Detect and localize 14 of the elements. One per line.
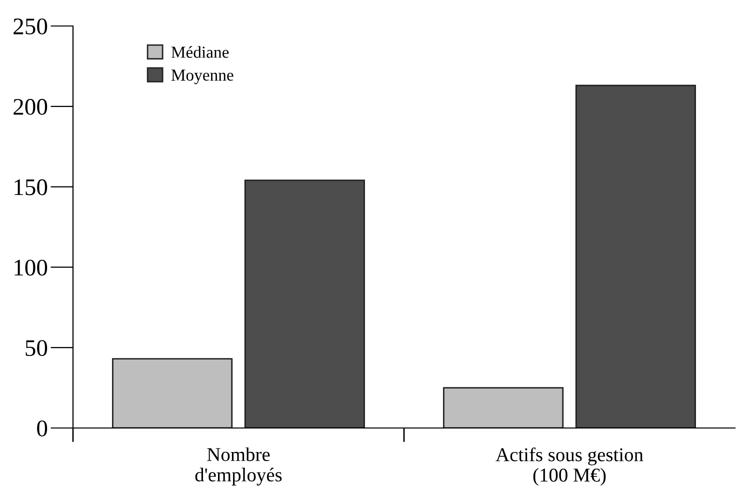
y-tick-label: 50 [26, 340, 48, 356]
legend-label: Moyenne [171, 70, 234, 84]
legend-label: Médiane [171, 46, 229, 58]
bar [244, 180, 365, 428]
x-tick-label: Actifs sous gestion (100 M€) [496, 447, 644, 486]
bar [443, 387, 564, 428]
y-tick-label: 100 [14, 260, 48, 276]
y-tick-label: 150 [14, 179, 48, 196]
y-tick-label: 250 [14, 18, 48, 34]
bar [112, 358, 233, 428]
bar [575, 84, 696, 428]
x-tick-label: Nombre d'employés [195, 447, 282, 486]
y-tick-label: 200 [14, 98, 48, 115]
y-tick-label: 0 [37, 420, 48, 436]
